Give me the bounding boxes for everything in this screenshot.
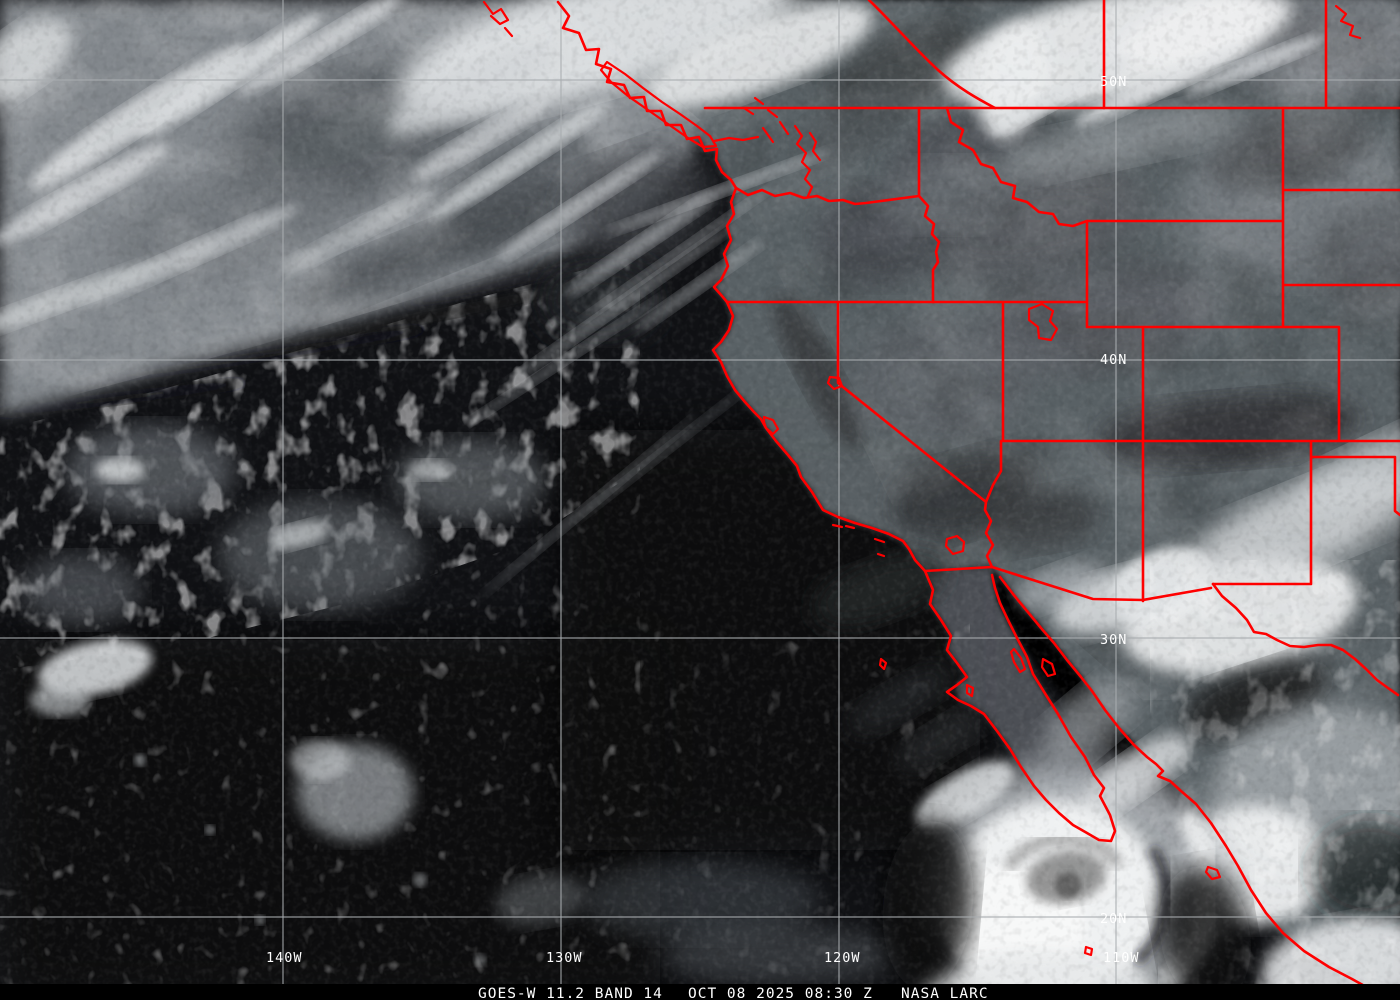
map-border-overlay bbox=[482, 0, 1400, 1000]
lat-label-50n: 50N bbox=[1100, 74, 1127, 90]
sf-bay-outline bbox=[762, 415, 780, 436]
baja-coastline bbox=[923, 569, 1117, 843]
gulf-islands-outlines bbox=[1009, 647, 1057, 678]
bc-alberta-border bbox=[867, 0, 997, 110]
snake-river-border bbox=[917, 194, 941, 304]
lon-label-130w: 130W bbox=[546, 950, 583, 966]
salton-sea-outline bbox=[944, 534, 966, 556]
caption-bar-background bbox=[0, 984, 1400, 1000]
small-island-dot bbox=[1083, 945, 1094, 957]
caption-product-text: GOES-W 11.2 BAND 14 bbox=[478, 986, 663, 1000]
lake-tahoe-outline bbox=[826, 375, 844, 391]
us-state-borders bbox=[725, 106, 1400, 603]
lat-label-40n: 40N bbox=[1100, 352, 1127, 368]
coastline-us-west bbox=[711, 186, 927, 573]
grid-labels: 50N 40N 30N 20N 140W 130W 120W 110W bbox=[266, 74, 1140, 966]
islas-marias-outline bbox=[1204, 865, 1222, 881]
guadalupe-island-outline bbox=[878, 657, 888, 671]
rio-grande-border bbox=[1211, 582, 1400, 697]
mainland-mexico-coastline bbox=[998, 575, 1378, 1000]
caption-bar: GOES-W 11.2 BAND 14 OCT 08 2025 08:30 Z … bbox=[0, 984, 1400, 1000]
us-mexico-border bbox=[923, 565, 1213, 602]
columbia-river-border bbox=[734, 186, 921, 206]
vancouver-island-outline bbox=[599, 60, 718, 149]
caption-credit-text: NASA LARC bbox=[901, 986, 989, 1000]
great-salt-lake-outline bbox=[1027, 302, 1059, 342]
haida-gwaii-marks bbox=[482, 0, 514, 38]
bc-coastline bbox=[556, 0, 738, 190]
puget-sound-inlets bbox=[712, 96, 822, 198]
lon-label-140w: 140W bbox=[266, 950, 303, 966]
lon-label-120w: 120W bbox=[824, 950, 861, 966]
caption-timestamp-text: OCT 08 2025 08:30 Z bbox=[688, 986, 873, 1000]
cedros-island-outline bbox=[965, 683, 975, 698]
lat-label-30n: 30N bbox=[1100, 632, 1127, 648]
lat-label-20n: 20N bbox=[1100, 911, 1127, 927]
colorado-river-border bbox=[836, 300, 1003, 569]
saskatchewan-lake bbox=[1334, 4, 1362, 40]
lon-label-110w: 110W bbox=[1103, 950, 1140, 966]
channel-islands-marks bbox=[831, 523, 886, 558]
